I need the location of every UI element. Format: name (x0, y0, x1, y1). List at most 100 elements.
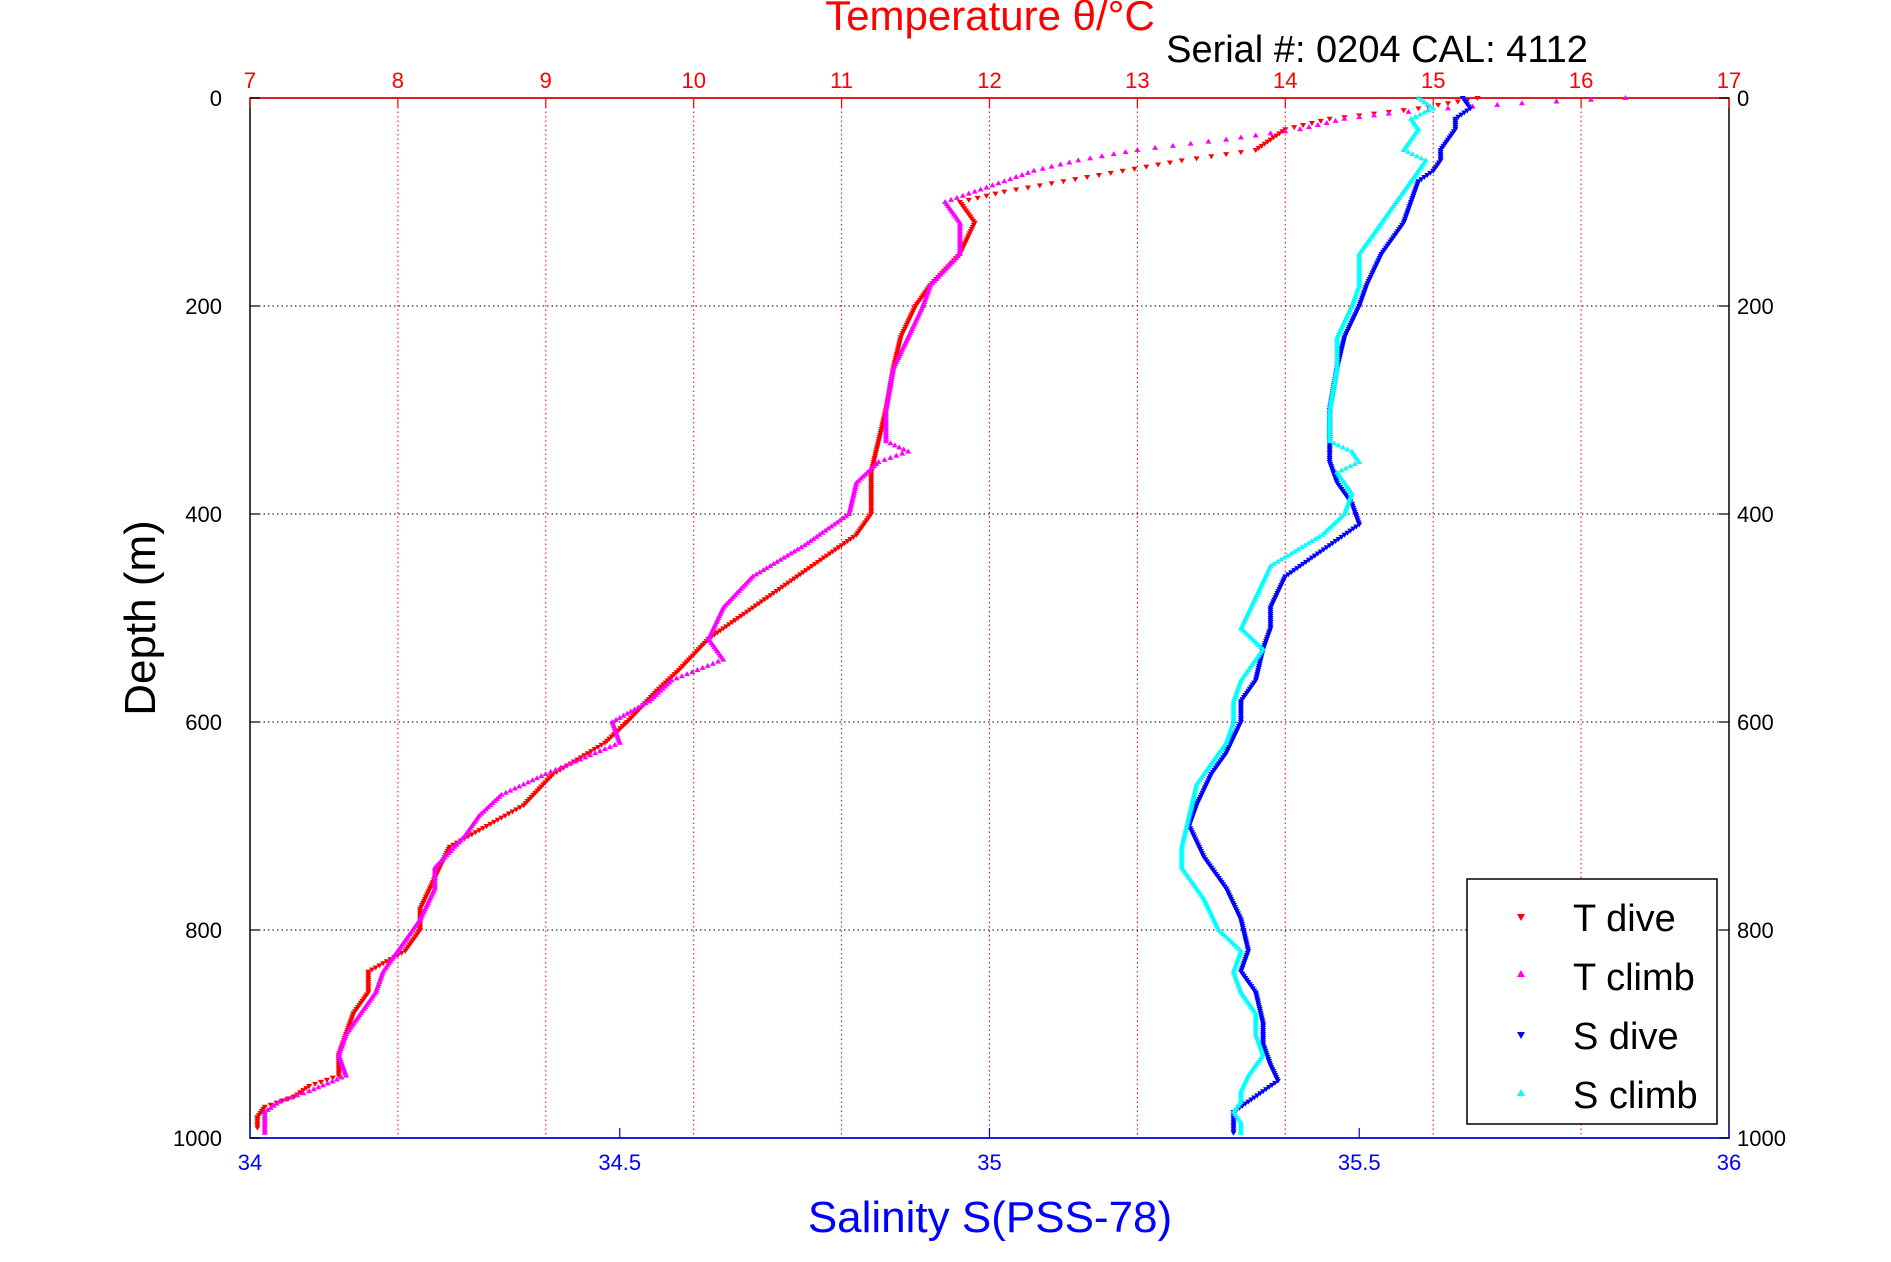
tick-label-depth-left: 0 (210, 86, 222, 111)
marker-s-dive (1427, 170, 1434, 176)
marker-t-climb (1048, 163, 1055, 169)
marker-s-dive (1335, 536, 1342, 542)
marker-t-climb (638, 702, 645, 708)
marker-t-climb (1252, 132, 1259, 138)
marker-s-climb (1329, 388, 1336, 394)
marker-t-dive (598, 742, 605, 748)
marker-t-climb (885, 392, 892, 398)
marker-s-dive (1260, 1089, 1267, 1095)
marker-s-climb (1270, 560, 1277, 566)
marker-t-dive (1454, 99, 1461, 105)
tick-label-temperature: 14 (1273, 68, 1297, 93)
marker-t-dive (1279, 129, 1286, 135)
marker-s-climb (1188, 804, 1195, 810)
marker-s-dive (1323, 545, 1330, 551)
marker-t-climb (882, 438, 889, 444)
marker-t-dive (1178, 158, 1185, 164)
marker-t-climb (1110, 151, 1117, 157)
marker-s-dive (1317, 549, 1324, 555)
marker-t-dive (1326, 116, 1333, 122)
marker-t-dive (726, 622, 733, 628)
marker-t-climb (1494, 101, 1501, 107)
marker-t-dive (303, 1086, 310, 1092)
marker-s-dive (1297, 564, 1304, 569)
marker-s-climb (1332, 373, 1339, 379)
marker-s-dive (1291, 568, 1298, 574)
marker-t-climb (699, 664, 706, 670)
marker-t-dive (776, 586, 783, 592)
marker-s-climb (1331, 440, 1338, 446)
marker-s-dive (1455, 114, 1462, 120)
marker-t-climb (552, 766, 559, 772)
marker-t-climb (282, 1096, 289, 1102)
marker-t-climb (850, 492, 857, 498)
marker-s-climb (1319, 531, 1326, 537)
marker-t-climb (801, 542, 808, 548)
marker-s-dive (1288, 570, 1295, 576)
marker-t-dive (791, 576, 798, 582)
legend-item-t-climb: T climb (1517, 957, 1695, 999)
marker-t-climb (1098, 153, 1105, 159)
marker-s-climb (1342, 465, 1349, 471)
marker-t-dive (335, 1073, 342, 1079)
marker-t-dive (1193, 156, 1200, 162)
legend-marker-s-dive (1517, 1032, 1525, 1039)
marker-s-climb (1329, 390, 1336, 396)
marker-t-dive (1107, 170, 1114, 176)
marker-t-climb (1297, 126, 1304, 132)
marker-t-climb (1518, 100, 1525, 106)
marker-t-climb (516, 783, 523, 789)
marker-t-climb (896, 444, 903, 450)
marker-t-climb (845, 511, 852, 516)
marker-t-climb (825, 525, 832, 531)
marker-t-dive (1237, 150, 1244, 156)
marker-s-climb (1327, 404, 1334, 410)
marker-s-dive (1245, 1099, 1252, 1105)
marker-t-climb (885, 394, 892, 400)
marker-t-climb (905, 448, 912, 454)
marker-t-climb (853, 479, 860, 485)
marker-s-climb (1418, 97, 1425, 103)
marker-t-climb (847, 502, 854, 508)
marker-s-dive (1458, 112, 1465, 118)
marker-t-climb (1332, 117, 1339, 123)
marker-s-climb (1181, 833, 1188, 839)
marker-t-climb (1205, 138, 1212, 144)
marker-t-climb (529, 777, 536, 783)
marker-s-climb (1339, 444, 1346, 450)
marker-t-climb (1282, 128, 1289, 134)
marker-s-climb (1179, 841, 1186, 847)
marker-t-dive (1143, 164, 1150, 170)
ticks: 7 8 9 10 11 12 13 14 15 16 17 34 34.5 35 35.5 36 0 0 200 20… (173, 68, 1786, 1175)
marker-s-dive (1263, 1087, 1270, 1093)
marker-t-climb (834, 519, 841, 525)
marker-t-dive (574, 757, 581, 763)
marker-s-climb (1185, 814, 1192, 820)
marker-t-climb (542, 771, 549, 776)
marker-t-climb (294, 1092, 301, 1098)
marker-s-climb (1315, 533, 1322, 539)
marker-t-dive (476, 828, 483, 834)
marker-s-climb (1189, 800, 1196, 806)
marker-t-dive (782, 582, 789, 588)
marker-t-climb (611, 741, 618, 747)
marker-t-dive (732, 618, 739, 624)
marker-t-climb (794, 546, 801, 552)
marker-t-dive (714, 630, 721, 636)
marker-s-climb (1409, 151, 1416, 157)
marker-t-dive (1264, 139, 1271, 145)
tick-label-depth-right: 400 (1737, 502, 1774, 527)
marker-t-climb (884, 396, 891, 402)
marker-t-climb (1039, 165, 1046, 171)
marker-t-climb (720, 656, 727, 662)
marker-t-climb (888, 375, 895, 381)
marker-t-climb (798, 544, 805, 550)
marker-s-dive (1347, 528, 1354, 534)
marker-t-dive (369, 967, 376, 973)
marker-t-climb (889, 371, 896, 377)
y-axis-label: Depth (m) (116, 520, 165, 716)
marker-t-dive (312, 1081, 319, 1087)
marker-s-dive (1314, 551, 1321, 557)
marker-s-climb (1427, 103, 1434, 109)
marker-s-climb (1288, 550, 1295, 556)
